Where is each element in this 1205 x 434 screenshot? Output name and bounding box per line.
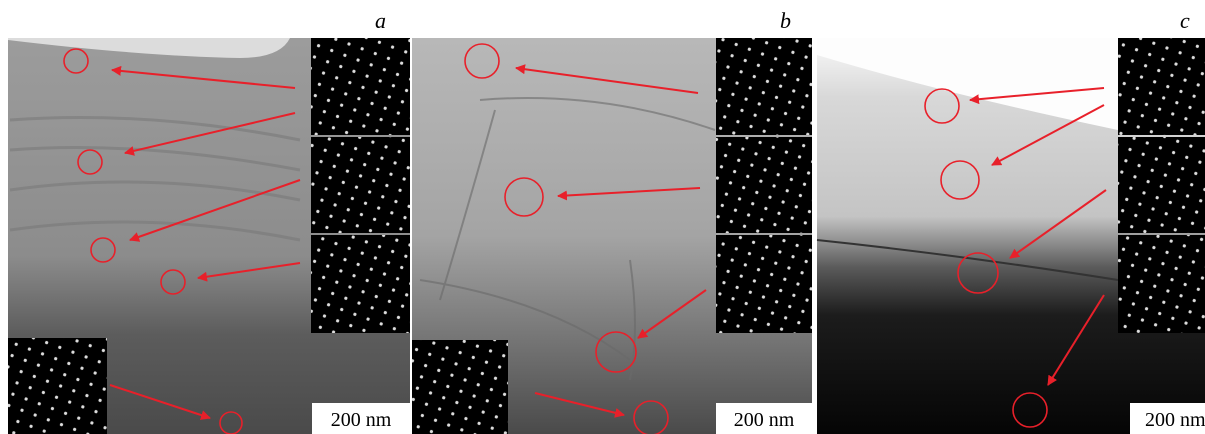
diffraction-inset [8, 338, 107, 434]
diffraction-inset [1118, 137, 1205, 233]
diffraction-inset [1118, 38, 1205, 135]
figure: 200 nm a 200 nm b [0, 0, 1205, 434]
panel-c: 200 nm c [817, 8, 1205, 434]
diffraction-inset [716, 137, 812, 233]
panel-label: c [1180, 8, 1190, 33]
panel-b: 200 nm b [412, 8, 812, 434]
diffraction-inset [311, 235, 410, 333]
scale-bar-label: 200 nm [331, 409, 392, 431]
scale-bar-label: 200 nm [734, 409, 795, 431]
diffraction-inset [716, 38, 812, 135]
panel-label: b [780, 8, 791, 33]
diffraction-inset [412, 340, 508, 434]
diffraction-inset [311, 38, 410, 135]
panel-label: a [375, 8, 386, 33]
diffraction-inset [716, 235, 812, 333]
scale-bar-label: 200 nm [1145, 409, 1205, 431]
diffraction-inset [1118, 235, 1205, 333]
panel-a: 200 nm a [8, 8, 410, 434]
diffraction-inset [311, 137, 410, 233]
